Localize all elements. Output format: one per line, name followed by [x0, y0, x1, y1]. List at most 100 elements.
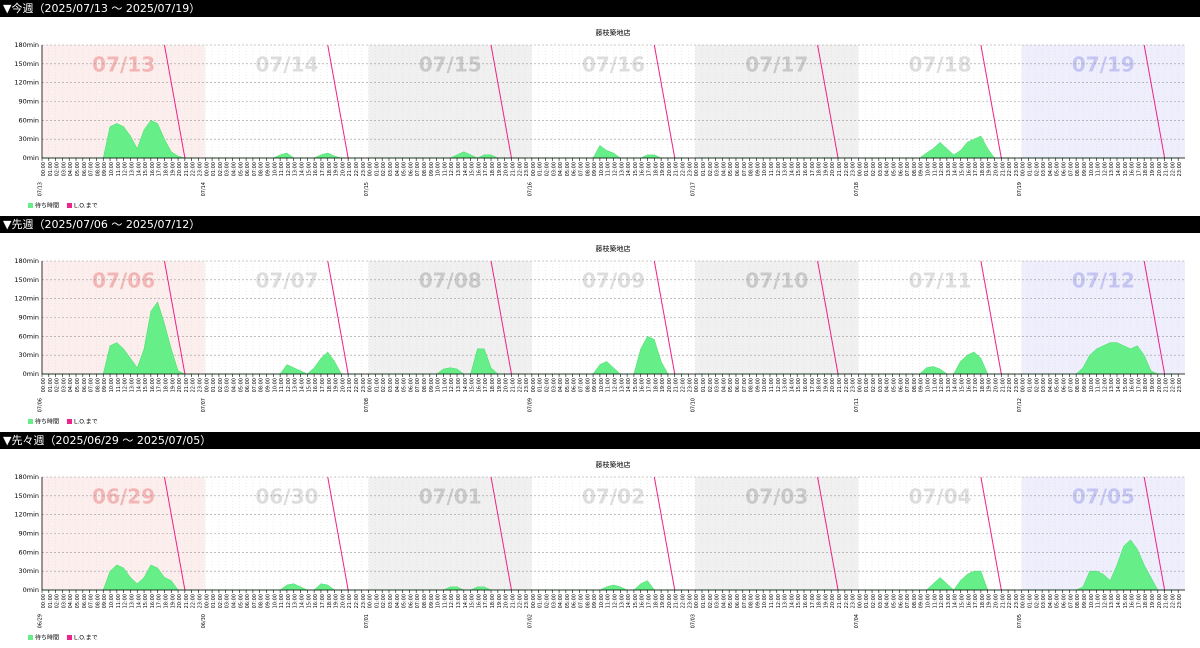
x-tick-label: 09:00 [755, 378, 761, 392]
x-tick-label: 08:00 [95, 594, 101, 608]
x-tick-label: 09:00 [919, 594, 925, 608]
x-tick-label: 14:00 [1116, 162, 1122, 176]
lo-line [490, 260, 512, 375]
x-tick-label: 13:00 [456, 378, 462, 392]
x-tick-label: 04:00 [558, 162, 564, 176]
x-tick-label: 12:00 [123, 378, 129, 392]
x-tick-label: 14:00 [463, 378, 469, 392]
x-tick-label: 04:00 [558, 594, 564, 608]
x-tick-label: 00:00 [531, 594, 537, 608]
x-tick-label: 02:00 [544, 594, 550, 608]
x-tick-label: 10:00 [436, 378, 442, 392]
x-tick-label: 10:00 [762, 162, 768, 176]
x-tick-label: 04:00 [232, 378, 238, 392]
x-tick-label: 02:00 [708, 162, 714, 176]
x-tick-label: 12:00 [286, 378, 292, 392]
x-tick-label: 15:00 [796, 162, 802, 176]
x-tick-label: 07:00 [415, 594, 421, 608]
x-tick-label: 21:00 [510, 162, 516, 176]
x-tick-label: 20:00 [340, 594, 346, 608]
x-tick-label: 11:00 [116, 594, 122, 608]
x-tick-label: 17:00 [157, 594, 163, 608]
x-tick-label: 07:00 [1068, 162, 1074, 176]
x-tick-label: 16:00 [150, 594, 156, 608]
x-tick-label: 20:00 [504, 378, 510, 392]
lo-line [1143, 476, 1166, 591]
y-tick-label: 0min [23, 586, 39, 594]
x-tick-label: 05:00 [1055, 162, 1061, 176]
header: ▼先々週（2025/06/29 ～ 2025/07/05） [3, 434, 211, 447]
x-tick-label: 10:00 [599, 378, 605, 392]
x-tick-label: 03:00 [61, 594, 67, 608]
x-tick-label: 02:00 [381, 378, 387, 392]
x-tick-label: 10:00 [436, 594, 442, 608]
header-bar [0, 216, 1200, 233]
x-tick-label: 09:00 [1082, 378, 1088, 392]
x-date-label: 07/16 [527, 182, 533, 196]
x-tick-label: 23:00 [361, 378, 367, 392]
x-tick-label: 16:00 [803, 378, 809, 392]
x-tick-label: 14:00 [136, 162, 142, 176]
x-tick-label: 22:00 [191, 594, 197, 608]
x-tick-label: 14:00 [789, 594, 795, 608]
x-tick-label: 14:00 [953, 162, 959, 176]
x-tick-label: 10:00 [599, 162, 605, 176]
x-tick-label: 04:00 [232, 594, 238, 608]
x-tick-label: 08:00 [749, 594, 755, 608]
x-tick-label: 00:00 [41, 162, 47, 176]
x-tick-label: 08:00 [912, 162, 918, 176]
x-tick-label: 02:00 [1034, 378, 1040, 392]
x-tick-label: 11:00 [279, 162, 285, 176]
x-tick-label: 04:00 [721, 162, 727, 176]
x-tick-label: 17:00 [157, 162, 163, 176]
x-tick-label: 07:00 [252, 594, 258, 608]
x-tick-label: 19:00 [497, 378, 503, 392]
x-tick-label: 14:00 [626, 162, 632, 176]
x-tick-label: 11:00 [932, 378, 938, 392]
x-tick-label: 12:00 [939, 162, 945, 176]
x-tick-label: 18:00 [163, 378, 169, 392]
x-tick-label: 09:00 [266, 378, 272, 392]
x-tick-label: 18:00 [817, 594, 823, 608]
x-tick-label: 17:00 [320, 378, 326, 392]
x-tick-label: 06:00 [408, 378, 414, 392]
x-tick-label: 19:00 [497, 594, 503, 608]
x-tick-label: 11:00 [442, 594, 448, 608]
lo-line [817, 476, 839, 591]
x-tick-label: 15:00 [143, 594, 149, 608]
header: ▼先週（2025/07/06 ～ 2025/07/12） [3, 218, 200, 231]
x-tick-label: 18:00 [1143, 594, 1149, 608]
x-tick-label: 21:00 [1164, 162, 1170, 176]
x-tick-label: 13:00 [783, 162, 789, 176]
x-tick-label: 13:00 [1109, 594, 1115, 608]
x-tick-label: 10:00 [436, 162, 442, 176]
x-tick-label: 22:00 [1170, 594, 1176, 608]
x-tick-label: 09:00 [592, 378, 598, 392]
x-date-label: 07/09 [527, 398, 533, 412]
x-tick-label: 00:00 [857, 378, 863, 392]
x-tick-label: 12:00 [286, 594, 292, 608]
x-tick-label: 01:00 [48, 378, 54, 392]
x-tick-label: 22:00 [1007, 162, 1013, 176]
x-tick-label: 12:00 [123, 594, 129, 608]
x-tick-label: 18:00 [653, 378, 659, 392]
x-tick-label: 02:00 [544, 162, 550, 176]
x-tick-label: 11:00 [1096, 594, 1102, 608]
legend-swatch [67, 635, 72, 640]
x-tick-label: 12:00 [613, 378, 619, 392]
x-tick-label: 07:00 [742, 378, 748, 392]
x-tick-label: 18:00 [490, 378, 496, 392]
x-tick-label: 04:00 [885, 594, 891, 608]
x-tick-label: 01:00 [374, 162, 380, 176]
x-tick-label: 20:00 [1157, 378, 1163, 392]
x-tick-label: 15:00 [143, 162, 149, 176]
x-tick-label: 18:00 [327, 594, 333, 608]
x-tick-label: 20:00 [340, 162, 346, 176]
x-date-label: 07/10 [691, 398, 697, 412]
x-tick-label: 00:00 [694, 378, 700, 392]
y-tick-label: 30min [18, 567, 39, 575]
x-tick-label: 00:00 [368, 162, 374, 176]
x-tick-label: 01:00 [211, 162, 217, 176]
x-tick-label: 17:00 [1136, 162, 1142, 176]
x-tick-label: 12:00 [1102, 594, 1108, 608]
